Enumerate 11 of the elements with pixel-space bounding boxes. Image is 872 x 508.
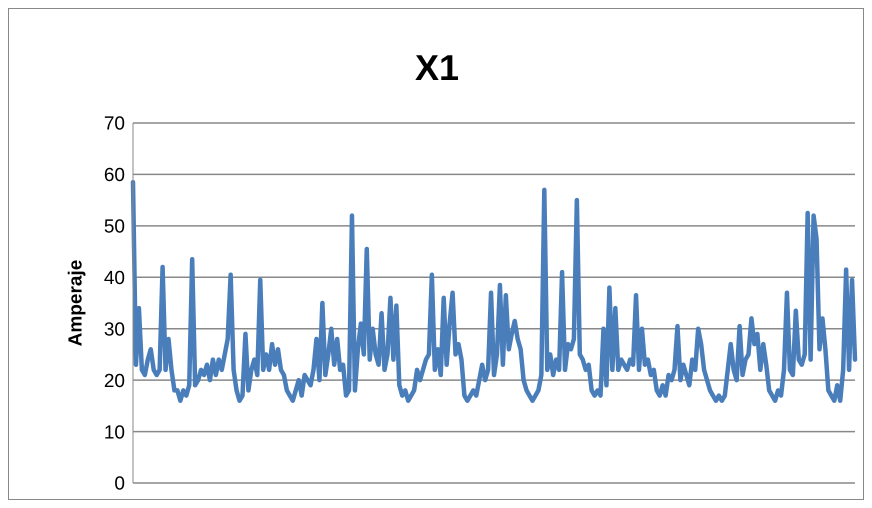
y-axis-title: Amperaje [66, 260, 87, 346]
y-tick-label: 20 [104, 370, 125, 392]
y-tick-label: 0 [114, 474, 125, 495]
y-tick-label: 40 [104, 268, 125, 290]
chart-title: X1 [414, 47, 460, 89]
y-tick-label: 10 [104, 422, 125, 444]
y-tick-label: 60 [104, 165, 125, 186]
y-tick-label: 70 [104, 114, 125, 135]
line-series [130, 180, 858, 403]
y-tick-label: 50 [104, 216, 125, 238]
y-tick-label: 30 [104, 319, 125, 340]
